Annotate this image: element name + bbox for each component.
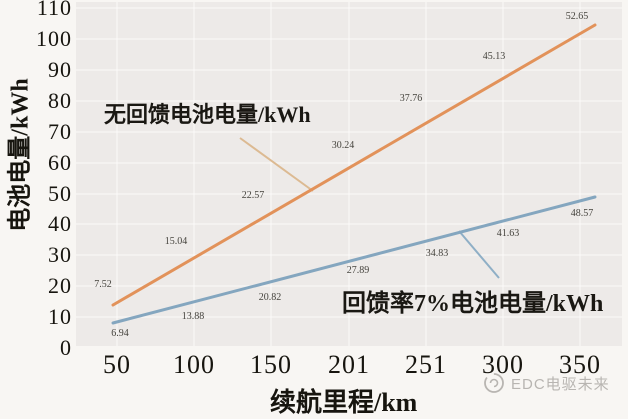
data-point-label: 15.04 [164,236,188,247]
circle-swirl-logo-icon [484,373,504,393]
x-axis-title: 续航里程/km [270,388,418,417]
watermark: EDC电驱未来 [482,371,610,395]
y-tick-label: 70 [48,119,72,144]
data-point-label: 6.94 [111,328,129,339]
x-tick-label: 251 [405,350,447,379]
data-point-label: 30.24 [331,140,355,151]
data-point-label: 27.89 [346,265,370,276]
x-tick-label: 150 [250,350,292,379]
data-point-label: 52.65 [565,11,589,22]
x-tick-label: 100 [173,350,215,379]
y-tick-label: 0 [60,335,72,360]
grid-lines [76,2,622,346]
data-point-label: 37.76 [399,93,423,104]
series-line-no-regen [111,23,597,307]
data-point-label: 7.52 [94,279,112,290]
data-point-label: 48.57 [570,208,594,219]
annotation-leader-line-regen [458,230,500,279]
y-tick-label: 50 [48,181,72,206]
y-tick-label: 40 [48,211,72,236]
x-tick-label: 201 [328,350,370,379]
y-tick-label: 100 [36,26,72,51]
x-tick-label: 350 [559,350,601,379]
y-tick-label: 110 [36,0,72,20]
annotation-leader-line-no-regen [239,137,314,192]
watermark-text: EDC电驱未来 [511,375,610,393]
annotation-regen: 回馈率7%电池电量/kWh [342,291,604,317]
data-point-label: 41.63 [496,228,520,239]
y-tick-label: 80 [48,88,72,113]
x-tick-label: 300 [482,350,524,379]
y-tick-label: 10 [48,304,72,329]
data-point-label: 34.83 [425,248,449,259]
y-tick-label: 30 [48,242,72,267]
series-line-regen [111,195,597,325]
data-point-label: 13.88 [181,311,205,322]
y-tick-label: 20 [48,273,72,298]
data-point-label: 20.82 [258,292,282,303]
y-tick-label: 90 [48,57,72,82]
y-tick-label: 60 [48,150,72,175]
annotation-no-regen: 无回馈电池电量/kWh [104,102,311,127]
data-point-label: 45.13 [482,51,506,62]
chart-canvas [76,2,622,346]
x-tick-label: 50 [103,350,131,379]
data-point-label: 22.57 [241,190,265,201]
